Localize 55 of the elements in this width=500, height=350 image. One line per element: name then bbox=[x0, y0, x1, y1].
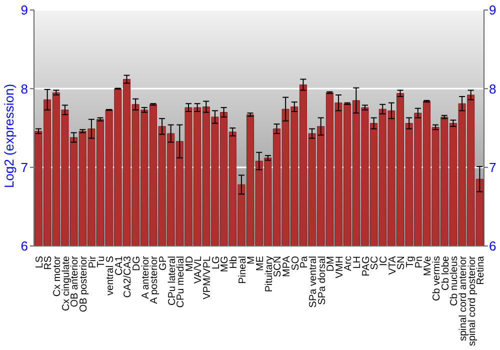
x-tick-label: Pir bbox=[87, 255, 98, 268]
y-tick-label: 7 bbox=[20, 160, 28, 175]
x-tick-label: CA2/CA3 bbox=[122, 256, 134, 298]
x-tick-label: Cb vermis bbox=[431, 256, 442, 302]
x-tick-label: Tg bbox=[405, 256, 416, 268]
x-tick-label: VMH bbox=[334, 256, 346, 278]
x-tick-label: SC bbox=[370, 256, 381, 270]
x-tick-label: ventral S bbox=[105, 256, 116, 296]
x-tick-label: CPu medial bbox=[176, 256, 187, 308]
x-tick-label: RS bbox=[43, 256, 54, 270]
x-tick-label: Cb lobe bbox=[440, 256, 452, 290]
y2-tick-label: 6 bbox=[489, 238, 496, 254]
y-tick-label: 8 bbox=[20, 81, 28, 96]
x-tick-label: SCN bbox=[272, 256, 284, 278]
x-tick-label: Retina bbox=[476, 256, 487, 285]
x-tick-label: Pa bbox=[299, 256, 310, 268]
x-tick-label: Pineal bbox=[237, 256, 248, 284]
x-tick-label: A posterior bbox=[149, 255, 160, 304]
x-tick-label: DM bbox=[326, 256, 337, 272]
x-tick-label: VPM/VPL bbox=[202, 256, 214, 300]
x-tick-label: CA1 bbox=[114, 256, 125, 276]
x-tick-label: OB anterior bbox=[70, 255, 81, 308]
x-tick-label: LS bbox=[34, 256, 46, 268]
x-tick-label: SPa ventral bbox=[308, 256, 319, 308]
x-tick-label: GP bbox=[158, 256, 169, 270]
x-tick-label: MVe bbox=[422, 256, 434, 276]
y-tick-label: 6 bbox=[20, 238, 28, 254]
x-tick-label: OB posterior bbox=[78, 255, 90, 312]
x-tick-label: Cb nucleus bbox=[449, 256, 460, 306]
y2-tick-label: 7 bbox=[489, 160, 496, 175]
x-tick-label: SN bbox=[396, 256, 408, 270]
x-tick-label: IC bbox=[378, 256, 390, 266]
x-tick-label: spinal cord posterior bbox=[466, 255, 478, 346]
x-tick-label: SO bbox=[290, 256, 302, 270]
x-tick-label: M bbox=[246, 256, 258, 264]
x-tick-label: LH bbox=[352, 256, 364, 269]
y-axis-title: Log2 (expression) bbox=[2, 84, 17, 188]
x-tick-label: Arc bbox=[343, 256, 354, 271]
x-tick-label: SPa dorsal bbox=[316, 256, 328, 305]
x-tick-label: MPA bbox=[281, 256, 292, 277]
y2-tick-label: 8 bbox=[489, 81, 496, 96]
x-tick-label: VTA bbox=[387, 256, 398, 275]
x-tick-label: DG bbox=[131, 256, 142, 271]
x-tick-label: LG bbox=[210, 256, 222, 270]
y-tick-label: 9 bbox=[20, 2, 28, 18]
x-tick-label: spinal cord anterior bbox=[458, 255, 469, 342]
x-tick-label: PAG bbox=[360, 256, 372, 276]
x-tick-label: ME bbox=[255, 256, 266, 271]
x-tick-label: Hb bbox=[228, 256, 240, 269]
y2-tick-label: 9 bbox=[489, 2, 496, 18]
x-tick-label: Tu bbox=[96, 256, 108, 268]
x-tick-label: Pituitary bbox=[264, 256, 275, 292]
x-tick-label: Pn bbox=[414, 256, 425, 268]
x-tick-label: Cx cingulate bbox=[60, 256, 72, 312]
x-tick-label: A anterior bbox=[140, 255, 152, 299]
